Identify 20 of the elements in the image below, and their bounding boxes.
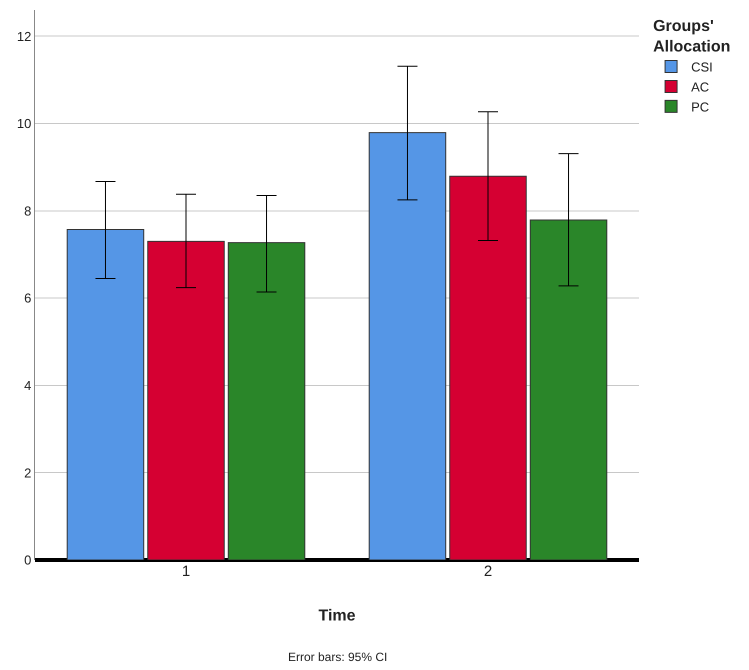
legend-label: AC bbox=[691, 80, 710, 95]
bar bbox=[147, 240, 225, 560]
y-tick-label: 0 bbox=[24, 552, 32, 568]
legend-label: PC bbox=[691, 99, 710, 114]
bar bbox=[368, 132, 446, 560]
y-tick-label: 6 bbox=[24, 290, 32, 306]
y-tick-label: 12 bbox=[16, 28, 32, 44]
bar bbox=[530, 219, 608, 560]
legend-label: CSI bbox=[691, 60, 713, 75]
x-axis-title: Time bbox=[318, 608, 356, 625]
y-tick-label: 10 bbox=[16, 116, 32, 132]
bar bbox=[449, 176, 527, 560]
y-tick-label: 4 bbox=[24, 378, 32, 393]
text: Error bars: 95% CI bbox=[288, 650, 388, 664]
y-tick-label: 2 bbox=[24, 465, 32, 480]
legend-title: Groups' Allocation bbox=[653, 18, 730, 56]
x-tick-label: 1 bbox=[182, 563, 190, 580]
bar bbox=[66, 229, 144, 560]
y-tick-label: 8 bbox=[24, 203, 32, 218]
bar bbox=[228, 242, 306, 560]
